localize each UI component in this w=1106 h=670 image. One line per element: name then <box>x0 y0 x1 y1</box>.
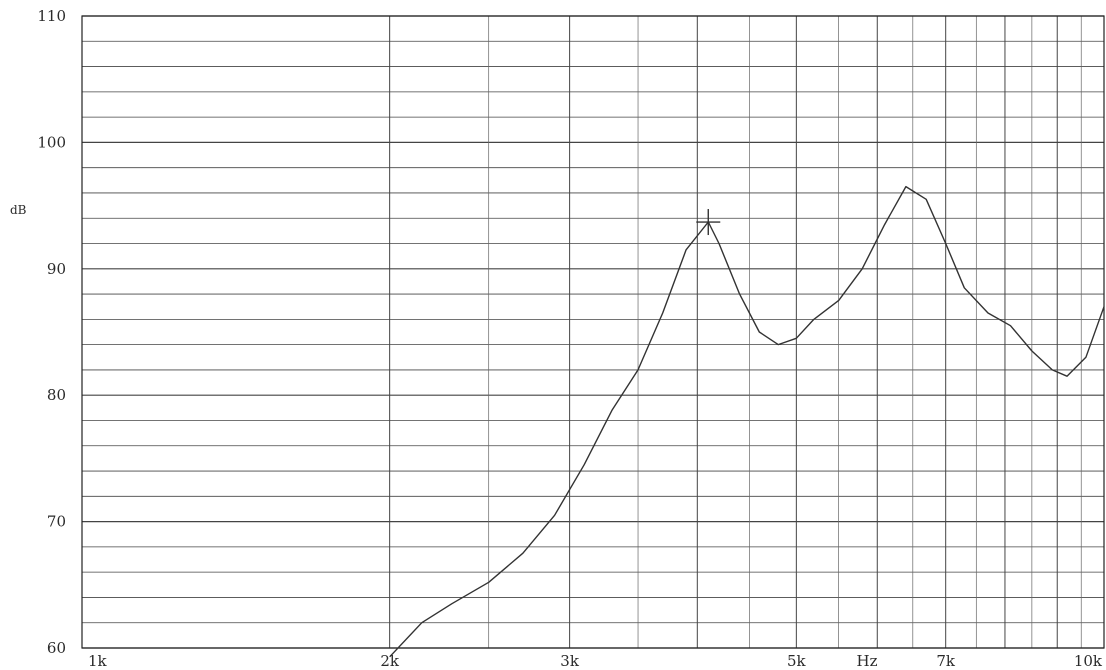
y-axis-label: dB <box>10 203 27 217</box>
x-tick-label: 2k <box>380 652 400 670</box>
response-curve <box>389 185 1105 658</box>
plot-frame <box>81 15 1105 649</box>
x-tick-label: 3k <box>560 652 580 670</box>
y-tick-label: 100 <box>37 133 66 151</box>
y-tick-label: 70 <box>47 513 66 531</box>
x-tick-label: 1k <box>88 652 108 670</box>
x-tick-label: 5k <box>787 652 807 670</box>
y-tick-label: 90 <box>47 260 66 278</box>
tick-labels: 60 70 80 90 100 110 1k 2k 3k 5k 7k 10k dB Hz <box>10 7 1103 670</box>
x-axis-label: Hz <box>857 652 878 670</box>
series-layer <box>389 185 1105 658</box>
annotation-layer <box>696 209 721 236</box>
y-tick-label: 80 <box>47 386 66 404</box>
x-tick-label: 7k <box>936 652 956 670</box>
x-tick-label: 10k <box>1074 652 1103 670</box>
y-tick-label: 60 <box>47 639 66 657</box>
peak-marker <box>696 209 721 236</box>
y-tick-label: 110 <box>37 7 66 25</box>
grid <box>81 15 1105 649</box>
